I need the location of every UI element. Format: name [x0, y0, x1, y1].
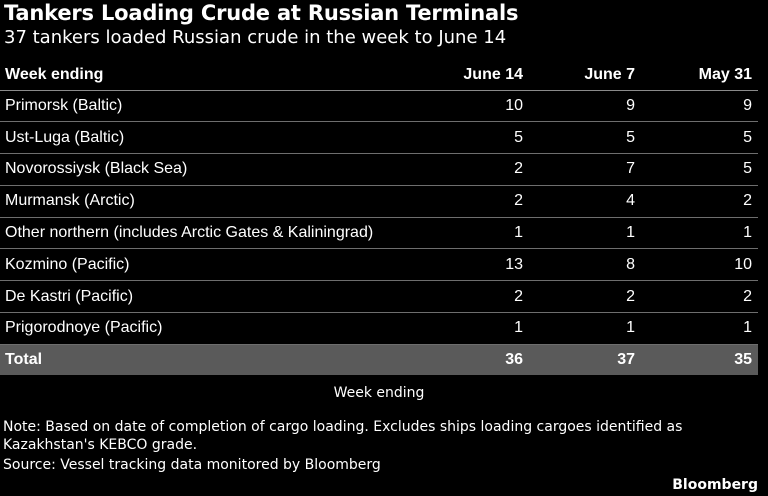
tanker-count: 2	[641, 280, 758, 314]
tanker-count: 5	[641, 121, 758, 155]
tanker-count: 7	[529, 153, 641, 186]
terminal-name: Other northern (includes Arctic Gates & …	[0, 217, 420, 250]
tanker-count: 2	[641, 185, 758, 218]
table-row: Ust-Luga (Baltic) 5 5 5	[0, 121, 758, 155]
tanker-count: 5	[529, 121, 641, 155]
column-header-week: May 31	[641, 60, 758, 91]
total-label: Total	[0, 344, 420, 376]
table-body: Primorsk (Baltic) 10 9 9 Ust-Luga (Baltic) 5 5…	[0, 90, 758, 376]
column-header-label: Week ending	[0, 60, 420, 91]
tanker-count: 1	[641, 312, 758, 345]
x-axis-label: Week ending	[333, 385, 425, 401]
terminal-name: Murmansk (Arctic)	[0, 185, 420, 218]
table-row: Primorsk (Baltic) 10 9 9	[0, 90, 758, 123]
terminal-name: De Kastri (Pacific)	[0, 280, 420, 314]
tanker-count: 1	[529, 312, 641, 345]
tanker-count: 1	[529, 217, 641, 250]
data-table: Week ending June 14 June 7 May 31 Primorsk …	[0, 60, 758, 376]
tanker-count: 2	[420, 280, 529, 314]
table-row: Prigorodnoye (Pacific) 1 1 1	[0, 312, 758, 345]
header-row: Week ending June 14 June 7 May 31	[0, 60, 758, 91]
tanker-count: 10	[641, 248, 758, 282]
tanker-count: 13	[420, 248, 529, 282]
bloomberg-logo: Bloomberg	[672, 477, 758, 493]
source-note: Source: Vessel tracking data monitored b…	[3, 457, 381, 473]
tanker-count: 8	[529, 248, 641, 282]
table-row: Kozmino (Pacific) 13 8 10	[0, 248, 758, 282]
tanker-count: 1	[420, 217, 529, 250]
terminal-name: Kozmino (Pacific)	[0, 248, 420, 282]
table-row: Murmansk (Arctic) 2 4 2	[0, 185, 758, 218]
tanker-count: 5	[641, 153, 758, 186]
terminal-name: Ust-Luga (Baltic)	[0, 121, 420, 155]
table-row: Novorossiysk (Black Sea) 2 7 5	[0, 153, 758, 186]
tanker-count: 4	[529, 185, 641, 218]
total-value: 35	[641, 344, 758, 376]
tanker-count: 2	[420, 153, 529, 186]
terminal-name: Primorsk (Baltic)	[0, 90, 420, 123]
tanker-count: 1	[641, 217, 758, 250]
total-value: 36	[420, 344, 529, 376]
column-header-week: June 14	[420, 60, 529, 91]
terminal-name: Prigorodnoye (Pacific)	[0, 312, 420, 345]
tanker-count: 5	[420, 121, 529, 155]
tanker-count: 9	[641, 90, 758, 123]
tanker-count: 10	[420, 90, 529, 123]
tanker-count: 2	[529, 280, 641, 314]
tanker-count: 1	[420, 312, 529, 345]
table-row: De Kastri (Pacific) 2 2 2	[0, 280, 758, 314]
column-header-week: June 7	[529, 60, 641, 91]
chart-subtitle: 37 tankers loaded Russian crude in the w…	[4, 27, 507, 48]
total-row: Total 36 37 35	[0, 344, 758, 376]
table-row: Other northern (includes Arctic Gates & …	[0, 217, 758, 250]
chart-title: Tankers Loading Crude at Russian Termina…	[4, 1, 519, 25]
total-value: 37	[529, 344, 641, 376]
footnote: Note: Based on date of completion of car…	[3, 419, 683, 453]
tanker-count: 9	[529, 90, 641, 123]
table-header: Week ending June 14 June 7 May 31	[0, 60, 758, 91]
tanker-count: 2	[420, 185, 529, 218]
terminal-name: Novorossiysk (Black Sea)	[0, 153, 420, 186]
